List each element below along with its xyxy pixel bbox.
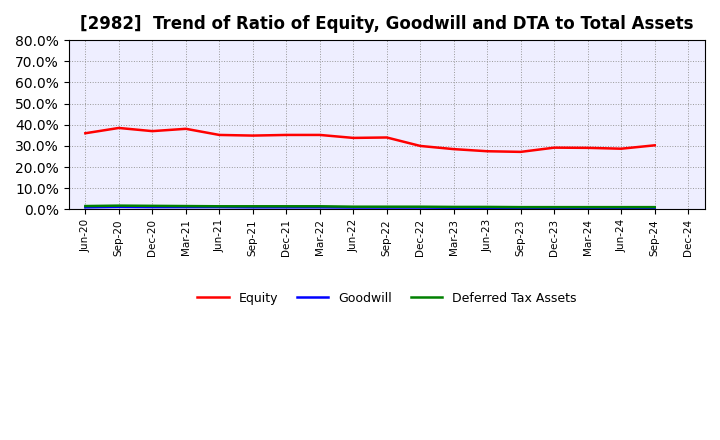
Deferred Tax Assets — [583, 205, 592, 210]
Equity — [114, 125, 123, 131]
Equity — [382, 135, 391, 140]
Deferred Tax Assets — [516, 205, 525, 210]
Deferred Tax Assets — [483, 204, 492, 209]
Goodwill — [181, 205, 190, 210]
Equity — [81, 131, 90, 136]
Equity — [248, 133, 257, 138]
Equity — [349, 135, 358, 140]
Equity — [550, 145, 559, 150]
Goodwill — [483, 205, 492, 210]
Equity — [215, 132, 224, 138]
Goodwill — [583, 205, 592, 211]
Goodwill — [81, 205, 90, 210]
Goodwill — [516, 205, 525, 211]
Deferred Tax Assets — [114, 203, 123, 208]
Equity — [282, 132, 291, 138]
Deferred Tax Assets — [349, 204, 358, 209]
Deferred Tax Assets — [282, 204, 291, 209]
Equity — [516, 149, 525, 154]
Deferred Tax Assets — [81, 203, 90, 209]
Deferred Tax Assets — [449, 204, 458, 209]
Title: [2982]  Trend of Ratio of Equity, Goodwill and DTA to Total Assets: [2982] Trend of Ratio of Equity, Goodwil… — [80, 15, 693, 33]
Equity — [449, 147, 458, 152]
Goodwill — [315, 205, 324, 210]
Equity — [650, 143, 659, 148]
Equity — [416, 143, 425, 149]
Equity — [583, 145, 592, 150]
Goodwill — [650, 205, 659, 211]
Equity — [315, 132, 324, 138]
Deferred Tax Assets — [416, 204, 425, 209]
Deferred Tax Assets — [382, 204, 391, 209]
Equity — [148, 128, 157, 134]
Goodwill — [282, 205, 291, 210]
Deferred Tax Assets — [248, 204, 257, 209]
Goodwill — [617, 205, 626, 211]
Goodwill — [349, 205, 358, 210]
Deferred Tax Assets — [617, 205, 626, 210]
Deferred Tax Assets — [148, 203, 157, 209]
Goodwill — [550, 205, 559, 211]
Equity — [181, 126, 190, 132]
Line: Deferred Tax Assets: Deferred Tax Assets — [86, 205, 654, 207]
Line: Equity: Equity — [86, 128, 654, 152]
Goodwill — [114, 204, 123, 209]
Goodwill — [382, 205, 391, 210]
Equity — [483, 149, 492, 154]
Goodwill — [248, 205, 257, 210]
Deferred Tax Assets — [650, 205, 659, 210]
Legend: Equity, Goodwill, Deferred Tax Assets: Equity, Goodwill, Deferred Tax Assets — [192, 287, 581, 310]
Deferred Tax Assets — [550, 205, 559, 210]
Equity — [617, 146, 626, 151]
Goodwill — [215, 205, 224, 210]
Deferred Tax Assets — [215, 204, 224, 209]
Goodwill — [449, 205, 458, 210]
Goodwill — [416, 205, 425, 210]
Goodwill — [148, 205, 157, 210]
Line: Goodwill: Goodwill — [86, 207, 654, 208]
Deferred Tax Assets — [181, 203, 190, 209]
Deferred Tax Assets — [315, 204, 324, 209]
